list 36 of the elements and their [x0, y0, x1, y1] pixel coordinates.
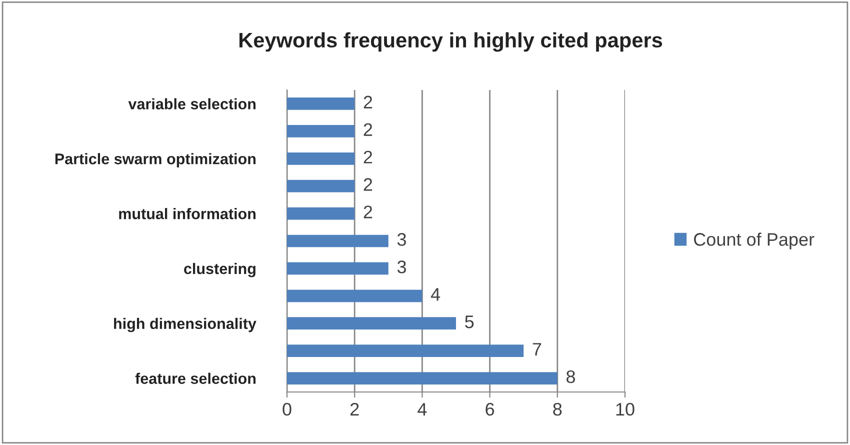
y-tick-label: variable selection: [128, 98, 256, 110]
x-tick-label: 8: [553, 402, 562, 416]
y-tick-label: clustering: [184, 262, 256, 278]
x-tick-label: 6: [486, 402, 494, 416]
data-label: 3: [397, 260, 406, 274]
bar: [287, 180, 355, 192]
bar: [287, 290, 422, 302]
legend-label: Count of Paper: [694, 232, 814, 250]
bar: [287, 98, 355, 110]
data-label: 3: [397, 233, 406, 246]
bar: [287, 152, 355, 165]
data-label: 2: [364, 150, 372, 164]
x-tick-label: 10: [616, 402, 634, 416]
bar: [287, 344, 524, 357]
data-label: 2: [364, 96, 372, 108]
bar: [287, 234, 388, 248]
bar: [287, 262, 388, 275]
y-tick-label: Particle swarm optimization: [55, 153, 256, 168]
x-tick-label: 2: [350, 402, 359, 416]
y-tick-label: feature selection: [135, 372, 256, 384]
x-tick-label: 0: [282, 402, 292, 416]
x-tick-label: 4: [418, 403, 427, 416]
data-label: 8: [566, 370, 575, 384]
bar: [287, 125, 355, 138]
data-label: 2: [364, 123, 372, 136]
bar: [287, 207, 355, 220]
chart-title: Keywords frequency in highly cited papers: [239, 32, 662, 52]
data-label: 2: [364, 178, 372, 191]
y-tick-label: mutual information: [119, 208, 256, 220]
bar: [287, 317, 456, 330]
data-label: 4: [430, 288, 440, 301]
y-tick-label: high dimensionality: [114, 318, 256, 332]
data-label: 2: [364, 206, 372, 218]
data-label: 7: [532, 343, 542, 356]
data-label: 5: [465, 316, 474, 328]
bar: [287, 372, 558, 384]
